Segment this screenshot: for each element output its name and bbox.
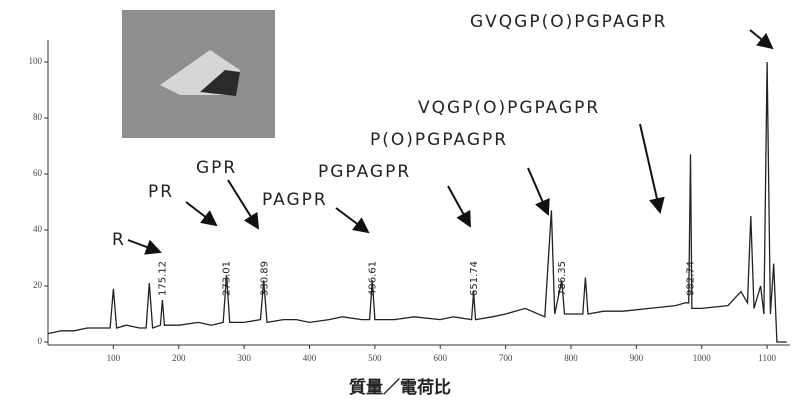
y-tick-label: 80 <box>33 112 43 122</box>
fragment-arrow <box>228 180 258 228</box>
x-tick-label: 300 <box>237 353 251 363</box>
x-tick-label: 100 <box>107 353 121 363</box>
peak-label: 786.35 <box>557 261 568 296</box>
y-tick-label: 20 <box>33 280 43 290</box>
x-tick-label: 700 <box>499 353 513 363</box>
x-tick-label: 600 <box>433 353 447 363</box>
fragment-label: GPR <box>196 158 237 178</box>
y-tick-label: 0 <box>38 336 43 346</box>
fragment-label: P(O)PGPAGPR <box>370 130 508 150</box>
peak-label: 273.01 <box>221 261 232 296</box>
fragment-label: VQGP(O)PGPAGPR <box>418 98 600 118</box>
x-tick-label: 500 <box>368 353 382 363</box>
peak-label: 496.61 <box>368 261 379 296</box>
fragment-label: PAGPR <box>262 190 328 210</box>
fragment-arrow <box>448 186 470 226</box>
x-tick-label: 800 <box>564 353 578 363</box>
fragment-label: PR <box>148 182 174 202</box>
x-tick-label: 900 <box>630 353 644 363</box>
x-tick-label: 1000 <box>693 353 712 363</box>
x-tick-label: 200 <box>172 353 186 363</box>
fragment-arrow <box>640 124 660 212</box>
chart: 質量／電荷比 0 20 40 60 80 100 100 200 300 400 500 600 700… <box>0 0 798 401</box>
y-tick-label: 100 <box>29 56 43 66</box>
peak-label: 982.74 <box>685 261 696 296</box>
fragment-arrow <box>528 168 548 214</box>
fragment-label: PGPAGPR <box>318 162 411 182</box>
fragment-arrow <box>186 202 216 225</box>
fragment-arrow <box>128 240 160 252</box>
x-tick-label: 400 <box>303 353 317 363</box>
fragment-arrow <box>750 30 772 48</box>
x-tick-label: 1100 <box>758 353 776 363</box>
fragment-label: R <box>112 230 126 250</box>
fragment-label: GVQGP(O)PGPAGPR <box>470 12 667 32</box>
peak-label: 330.89 <box>259 261 270 296</box>
x-axis-label: 質量／電荷比 <box>349 377 451 398</box>
fragment-arrow <box>336 208 368 232</box>
peak-label: 175.12 <box>157 261 168 296</box>
peak-label: 651.74 <box>469 261 480 296</box>
y-tick-label: 60 <box>33 168 43 178</box>
y-tick-label: 40 <box>33 224 43 234</box>
